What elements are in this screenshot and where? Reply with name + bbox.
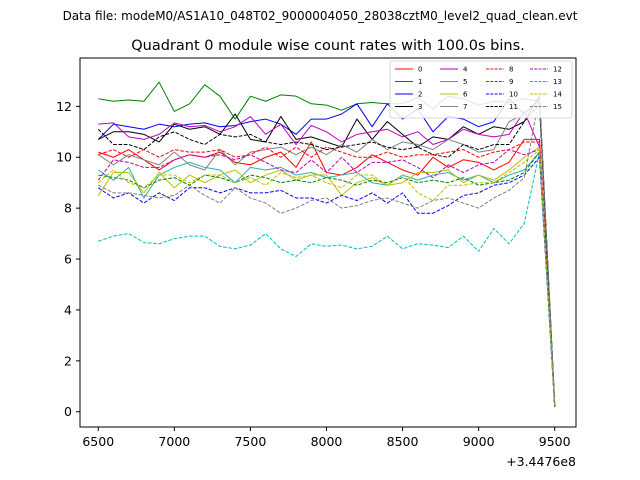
series-line-7 <box>97 100 556 405</box>
y-tick-label: 4 <box>64 302 72 317</box>
series-line-10 <box>97 156 556 407</box>
x-tick-label: 9000 <box>463 434 495 449</box>
series-line-12 <box>97 149 556 407</box>
series-line-2 <box>97 98 556 405</box>
series-line-9 <box>98 151 556 407</box>
legend-label: 4 <box>463 66 468 74</box>
x-tick-label: 7500 <box>234 434 266 449</box>
legend-label: 6 <box>463 91 468 99</box>
series-line-4 <box>98 110 556 405</box>
legend-label: 11 <box>509 103 518 111</box>
legend-label: 13 <box>553 78 562 86</box>
series-line-13 <box>98 151 556 407</box>
y-tick-label: 8 <box>64 201 72 216</box>
series-line-11 <box>97 103 556 407</box>
y-tick-label: 0 <box>64 404 72 419</box>
legend-label: 8 <box>509 66 513 74</box>
legend-label: 15 <box>553 103 562 111</box>
series-line-15 <box>98 95 556 405</box>
x-tick-label: 7000 <box>158 434 190 449</box>
legend-label: 12 <box>553 66 562 74</box>
x-tick-label: 8000 <box>311 434 343 449</box>
axes-layer: 6500 7000 7500 8000 8500 9000 9500 0 2 4 6 8 10 12 <box>56 99 571 449</box>
y-tick-label: 10 <box>56 150 72 165</box>
y-tick-label: 12 <box>56 99 72 114</box>
chart-title: Quadrant 0 module wise count rates with … <box>131 38 525 54</box>
x-tick-label: 6500 <box>82 434 114 449</box>
x-tick-label: 9500 <box>539 434 571 449</box>
legend-frame <box>389 60 573 119</box>
x-axis-offset-label: +3.4476e8 <box>506 454 576 469</box>
plot-area-frame <box>79 57 577 428</box>
y-tick-label: 6 <box>64 252 72 267</box>
y-tick-label: 2 <box>64 353 72 368</box>
x-tick-label: 8500 <box>387 434 419 449</box>
legend-label: 2 <box>418 91 422 99</box>
figure-suptitle: Data file: modeM0/AS1A10_048T02_90000040… <box>63 9 578 23</box>
legend-label: 14 <box>553 91 562 99</box>
legend-label: 1 <box>418 78 422 86</box>
series-layer <box>97 81 556 407</box>
legend-label: 10 <box>509 91 518 99</box>
series-line-8 <box>98 141 556 407</box>
series-line-6 <box>97 146 556 405</box>
legend-label: 0 <box>418 66 422 74</box>
legend-label: 9 <box>509 78 513 86</box>
legend-label: 7 <box>463 103 467 111</box>
legend-label: 5 <box>463 78 467 86</box>
legend-label: 3 <box>418 103 422 111</box>
series-line-14 <box>97 149 556 407</box>
